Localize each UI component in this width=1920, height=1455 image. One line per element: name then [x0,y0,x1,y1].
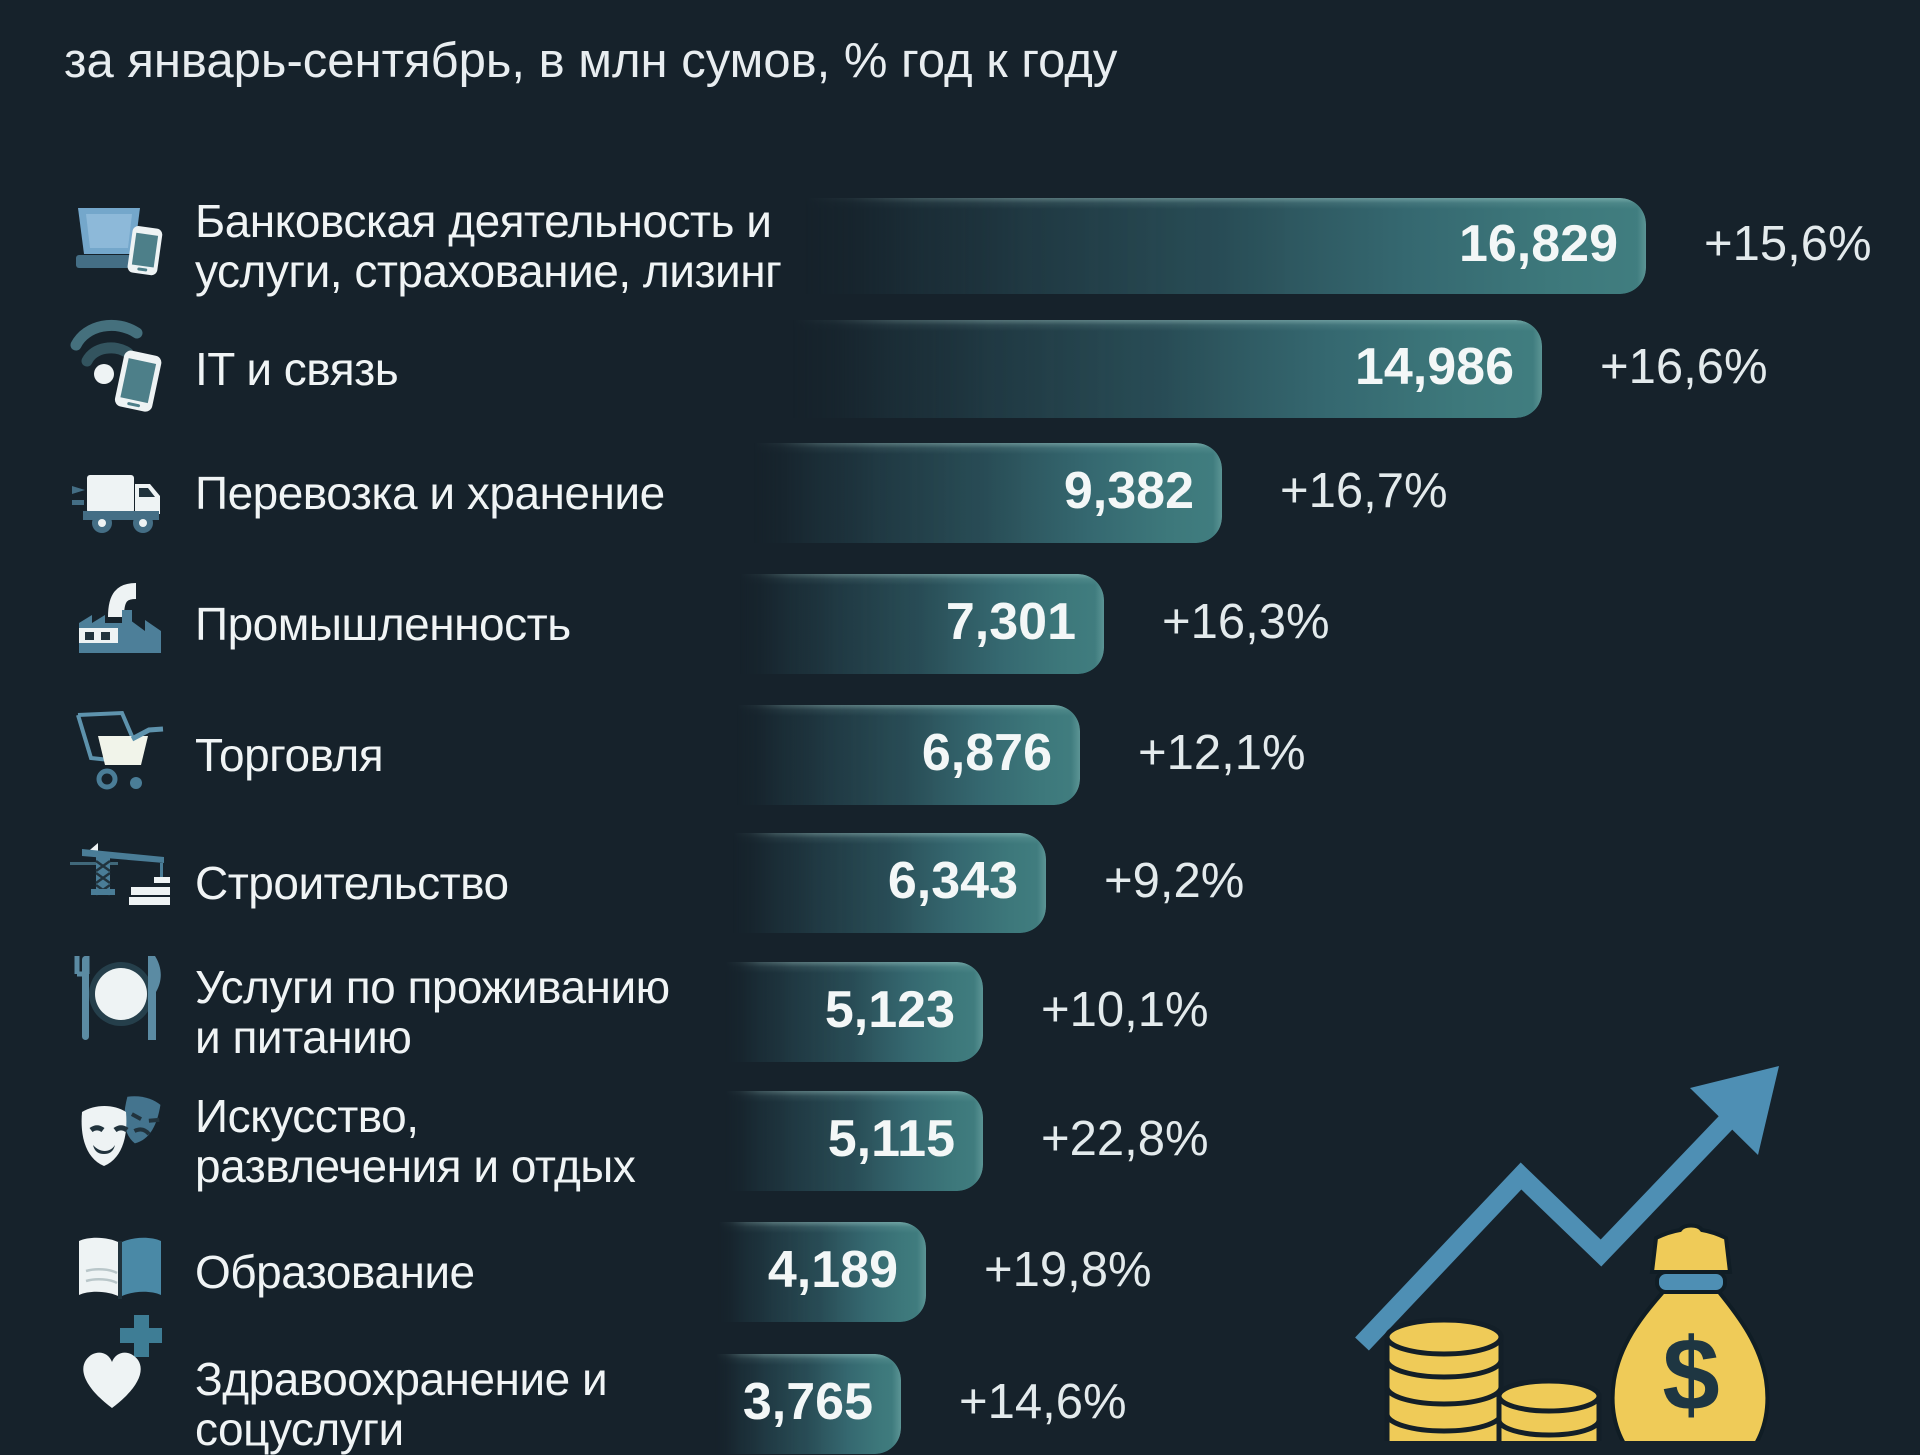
svg-text:$: $ [1662,1317,1719,1432]
